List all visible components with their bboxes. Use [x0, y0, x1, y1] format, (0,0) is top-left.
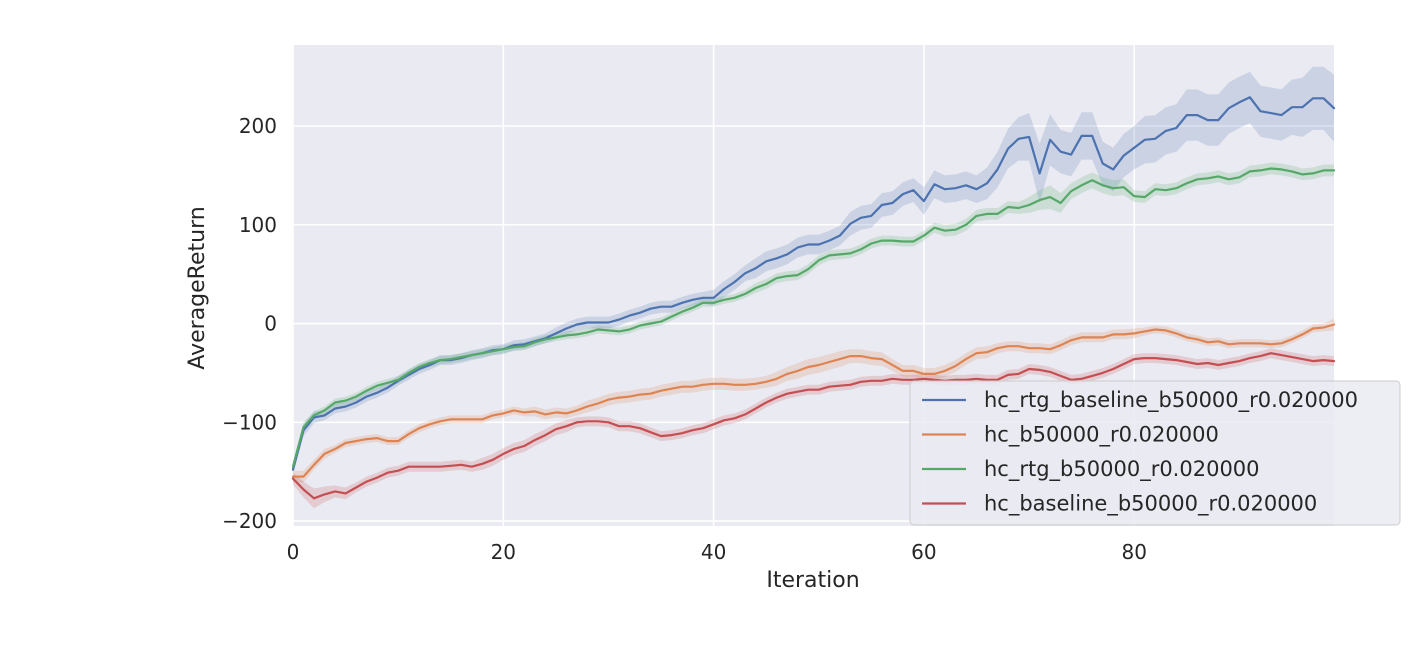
- y-tick-label: 200: [239, 114, 277, 138]
- legend: hc_rtg_baseline_b50000_r0.020000 hc_b5000…: [909, 380, 1401, 526]
- series-band-3: [293, 348, 1334, 509]
- y-tick-label: −100: [222, 410, 277, 434]
- confidence-bands: [293, 66, 1334, 509]
- x-tick-label: 40: [701, 540, 726, 564]
- y-tick-label: −200: [222, 509, 277, 533]
- legend-label: hc_rtg_b50000_r0.020000: [984, 457, 1260, 482]
- legend-label: hc_b50000_r0.020000: [984, 423, 1219, 448]
- series-line-3: [291, 352, 1336, 500]
- legend-label: hc_baseline_b50000_r0.020000: [984, 492, 1317, 517]
- series-lines: [291, 96, 1336, 500]
- legend-label: hc_rtg_baseline_b50000_r0.020000: [984, 388, 1358, 413]
- series-line-1: [291, 323, 1336, 478]
- x-axis-label: Iteration: [766, 568, 859, 593]
- series-line-2: [291, 167, 1336, 468]
- y-tick-label: 0: [264, 312, 277, 336]
- x-tick-labels: 0 20 40 60 80: [287, 540, 1147, 564]
- y-tick-labels: −200 −100 0 100 200: [222, 114, 277, 533]
- series-band-0: [293, 66, 1334, 474]
- x-tick-label: 0: [287, 540, 300, 564]
- x-tick-label: 20: [491, 540, 516, 564]
- y-tick-label: 100: [239, 213, 277, 237]
- x-tick-label: 80: [1121, 540, 1146, 564]
- x-tick-label: 60: [911, 540, 936, 564]
- legend-box: [909, 380, 1401, 526]
- y-axis-label: AverageReturn: [185, 206, 210, 369]
